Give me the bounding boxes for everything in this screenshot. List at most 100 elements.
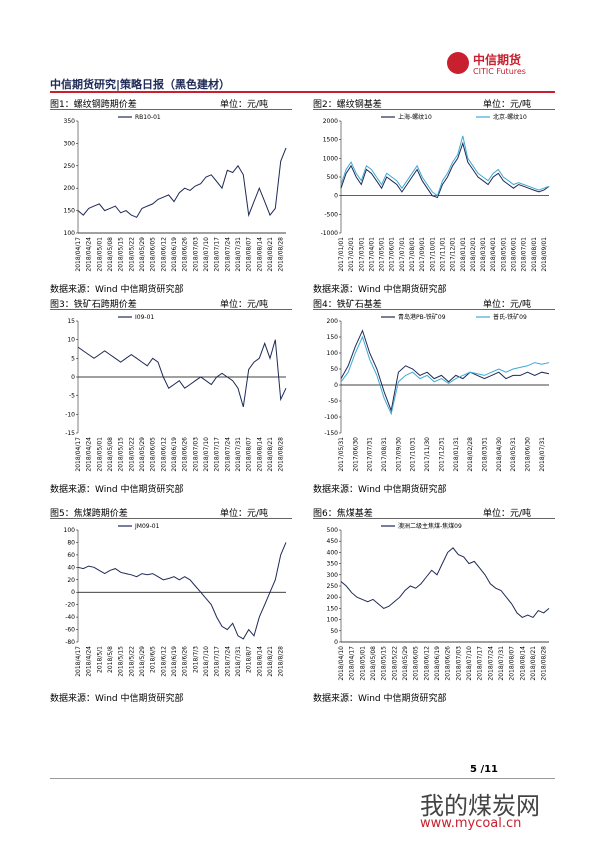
x-tick-label: 2018/7/3 — [192, 646, 199, 673]
x-tick-label: 2017/07/31 — [367, 437, 374, 472]
legend-label: I09-01 — [135, 314, 154, 321]
y-tick-label: -80 — [65, 639, 75, 646]
x-tick-label: 2017/04/01 — [368, 237, 375, 272]
y-tick-label: 0 — [334, 639, 338, 646]
y-tick-label: 150 — [327, 334, 339, 341]
x-tick-label: 2018/08/07 — [246, 437, 253, 472]
x-tick-label: 2018/6/19 — [171, 646, 178, 677]
y-tick-label: 0 — [334, 382, 338, 389]
panel-rule — [313, 109, 555, 110]
x-tick-label: 2018/04/01 — [490, 237, 497, 272]
x-tick-label: 2018/05/31 — [510, 437, 517, 472]
panel-source: 数据来源：Wind 中信期货研究部 — [50, 485, 184, 495]
x-tick-label: 2018/05/29 — [139, 437, 146, 472]
x-tick-label: 2018/07/31 — [498, 646, 505, 681]
series-line — [340, 547, 550, 619]
y-tick-label: 150 — [327, 605, 339, 612]
x-tick-label: 2018/5/15 — [118, 646, 125, 677]
x-tick-label: 2018/06/05 — [150, 237, 157, 272]
x-tick-label: 2018/05/01 — [359, 646, 366, 681]
y-tick-label: 80 — [67, 539, 75, 546]
y-tick-label: 5 — [71, 355, 75, 362]
chart: -80 -60 -40 -20 0 20 40 60 80 100 2018/4/17 2018/4/… — [64, 523, 287, 677]
panel-unit: 单位：元/吨 — [483, 300, 532, 310]
x-tick-label: 2018/04/10 — [338, 646, 345, 681]
y-tick-label: 200 — [64, 185, 76, 192]
y-tick-label: 150 — [64, 208, 76, 215]
x-tick-label: 2018/06/12 — [160, 237, 167, 272]
x-tick-label: 2018/07/31 — [235, 237, 242, 272]
x-tick-label: 2018/05/15 — [381, 646, 388, 681]
y-tick-label: 200 — [327, 594, 339, 601]
y-tick-label: 500 — [327, 527, 339, 534]
logo-icon — [447, 52, 469, 74]
series-line — [340, 335, 550, 416]
y-tick-label: 100 — [327, 350, 339, 357]
x-tick-label: 2018/02/28 — [467, 437, 474, 472]
x-tick-label: 2018/08/07 — [509, 646, 516, 681]
y-tick-label: -20 — [65, 602, 75, 609]
y-tick-label: 200 — [327, 318, 339, 325]
x-tick-label: 2018/08/28 — [278, 237, 285, 272]
y-tick-label: 100 — [64, 230, 76, 237]
panel-rule — [50, 309, 292, 310]
logo-en: CITIC Futures — [473, 67, 526, 76]
panel-unit: 单位：元/吨 — [483, 100, 532, 110]
x-tick-label: 2018/07/17 — [477, 646, 484, 681]
y-tick-label: 50 — [330, 628, 338, 635]
x-tick-label: 2018/03/31 — [481, 437, 488, 472]
x-tick-label: 2018/7/17 — [214, 646, 221, 677]
y-tick-label: 400 — [327, 549, 339, 556]
panel-unit: 单位：元/吨 — [220, 300, 269, 310]
x-tick-label: 2018/06/05 — [413, 646, 420, 681]
y-tick-label: 50 — [330, 366, 338, 373]
legend-label: 澳洲二级主焦煤-焦煤09 — [398, 522, 462, 530]
y-tick-label: 450 — [327, 538, 339, 545]
series-line — [77, 542, 287, 640]
x-tick-label: 2017/11/30 — [424, 437, 431, 472]
legend-label: JM09-01 — [134, 523, 160, 530]
x-tick-label: 2017/08/31 — [381, 437, 388, 472]
y-tick-label: -60 — [65, 627, 75, 634]
x-tick-label: 2018/08/14 — [256, 237, 263, 272]
series-line — [340, 135, 550, 197]
x-tick-label: 2018/05/15 — [118, 437, 125, 472]
x-tick-label: 2017/06/01 — [389, 237, 396, 272]
x-tick-label: 2017/07/01 — [399, 237, 406, 272]
x-tick-label: 2017/09/30 — [395, 437, 402, 472]
x-tick-label: 2018/7/24 — [224, 646, 231, 677]
footer-rule — [50, 778, 555, 779]
x-tick-label: 2017/10/31 — [410, 437, 417, 472]
x-tick-label: 2018/05/22 — [128, 437, 135, 472]
x-tick-label: 2018/4/17 — [75, 646, 82, 677]
x-tick-label: 2018/08/21 — [530, 646, 537, 681]
y-tick-label: -15 — [65, 430, 75, 437]
x-tick-label: 2018/6/26 — [182, 646, 189, 677]
chart: -150 -100 -50 0 50 100 150 200 2017/05/31 2017/06… — [324, 313, 550, 472]
x-tick-label: 2018/06/19 — [171, 237, 178, 272]
x-tick-label: 2017/06/30 — [352, 437, 359, 472]
x-tick-label: 2018/05/29 — [139, 237, 146, 272]
panel-source: 数据来源：Wind 中信期货研究部 — [313, 694, 447, 704]
x-tick-label: 2018/07/03 — [455, 646, 462, 681]
y-tick-label: 40 — [67, 564, 75, 571]
x-tick-label: 2017/05/01 — [379, 237, 386, 272]
header-rule — [50, 91, 555, 93]
x-tick-label: 2018/07/10 — [203, 437, 210, 472]
legend-label: 上海-螺纹10 — [398, 113, 432, 121]
panel-rule — [313, 518, 555, 519]
y-tick-label: 1000 — [323, 155, 338, 162]
x-tick-label: 2018/07/10 — [466, 646, 473, 681]
x-tick-label: 2018/09/01 — [541, 237, 548, 272]
x-tick-label: 2018/04/17 — [75, 237, 82, 272]
watermark: 我的煤炭网 — [420, 792, 540, 820]
y-tick-label: 0 — [71, 589, 75, 596]
x-tick-label: 2018/01/01 — [460, 237, 467, 272]
x-tick-label: 2018/07/10 — [203, 237, 210, 272]
y-tick-label: -40 — [65, 614, 75, 621]
panel-title: 图6：焦煤基差 — [313, 509, 373, 519]
x-tick-label: 2018/06/12 — [160, 437, 167, 472]
series-line — [340, 329, 550, 413]
